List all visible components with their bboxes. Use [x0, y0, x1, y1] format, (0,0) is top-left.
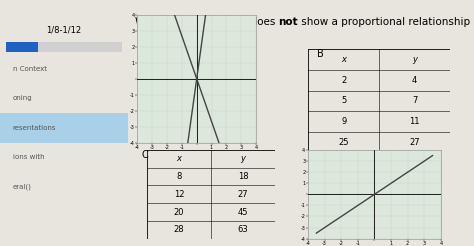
Text: y: y	[240, 154, 246, 163]
Text: 45: 45	[237, 208, 248, 216]
Text: ions with: ions with	[13, 154, 45, 160]
Text: 63: 63	[237, 225, 248, 234]
Text: D: D	[316, 150, 324, 160]
Text: B: B	[317, 49, 323, 59]
Text: 12: 12	[173, 190, 184, 199]
Text: resentations: resentations	[13, 125, 56, 131]
Text: 27: 27	[237, 190, 248, 199]
Text: A: A	[141, 54, 148, 64]
Text: x: x	[176, 154, 182, 163]
Text: eral(): eral()	[13, 184, 32, 190]
Text: 5: 5	[341, 96, 346, 105]
Text: oning: oning	[13, 95, 32, 101]
Text: 8: 8	[176, 172, 182, 181]
FancyBboxPatch shape	[0, 113, 128, 143]
Text: 7: 7	[412, 96, 418, 105]
Text: 28: 28	[173, 225, 184, 234]
Text: 11: 11	[410, 117, 420, 126]
Text: 25: 25	[338, 138, 349, 147]
Text: 18: 18	[237, 172, 248, 181]
Text: 9: 9	[341, 117, 346, 126]
Text: 1/8-1/12: 1/8-1/12	[46, 25, 82, 34]
Text: show a proportional relationship between: show a proportional relationship between	[298, 17, 474, 27]
FancyBboxPatch shape	[7, 42, 121, 52]
FancyBboxPatch shape	[7, 42, 38, 52]
Text: not: not	[279, 17, 298, 27]
Text: 27: 27	[410, 138, 420, 147]
Text: C: C	[141, 150, 148, 160]
Text: x: x	[341, 55, 346, 64]
Text: n Context: n Context	[13, 66, 47, 72]
Text: y: y	[412, 55, 417, 64]
Text: Which representation does: Which representation does	[135, 17, 279, 27]
Text: 20: 20	[173, 208, 184, 216]
Text: 2: 2	[341, 76, 346, 85]
Text: 4: 4	[412, 76, 418, 85]
